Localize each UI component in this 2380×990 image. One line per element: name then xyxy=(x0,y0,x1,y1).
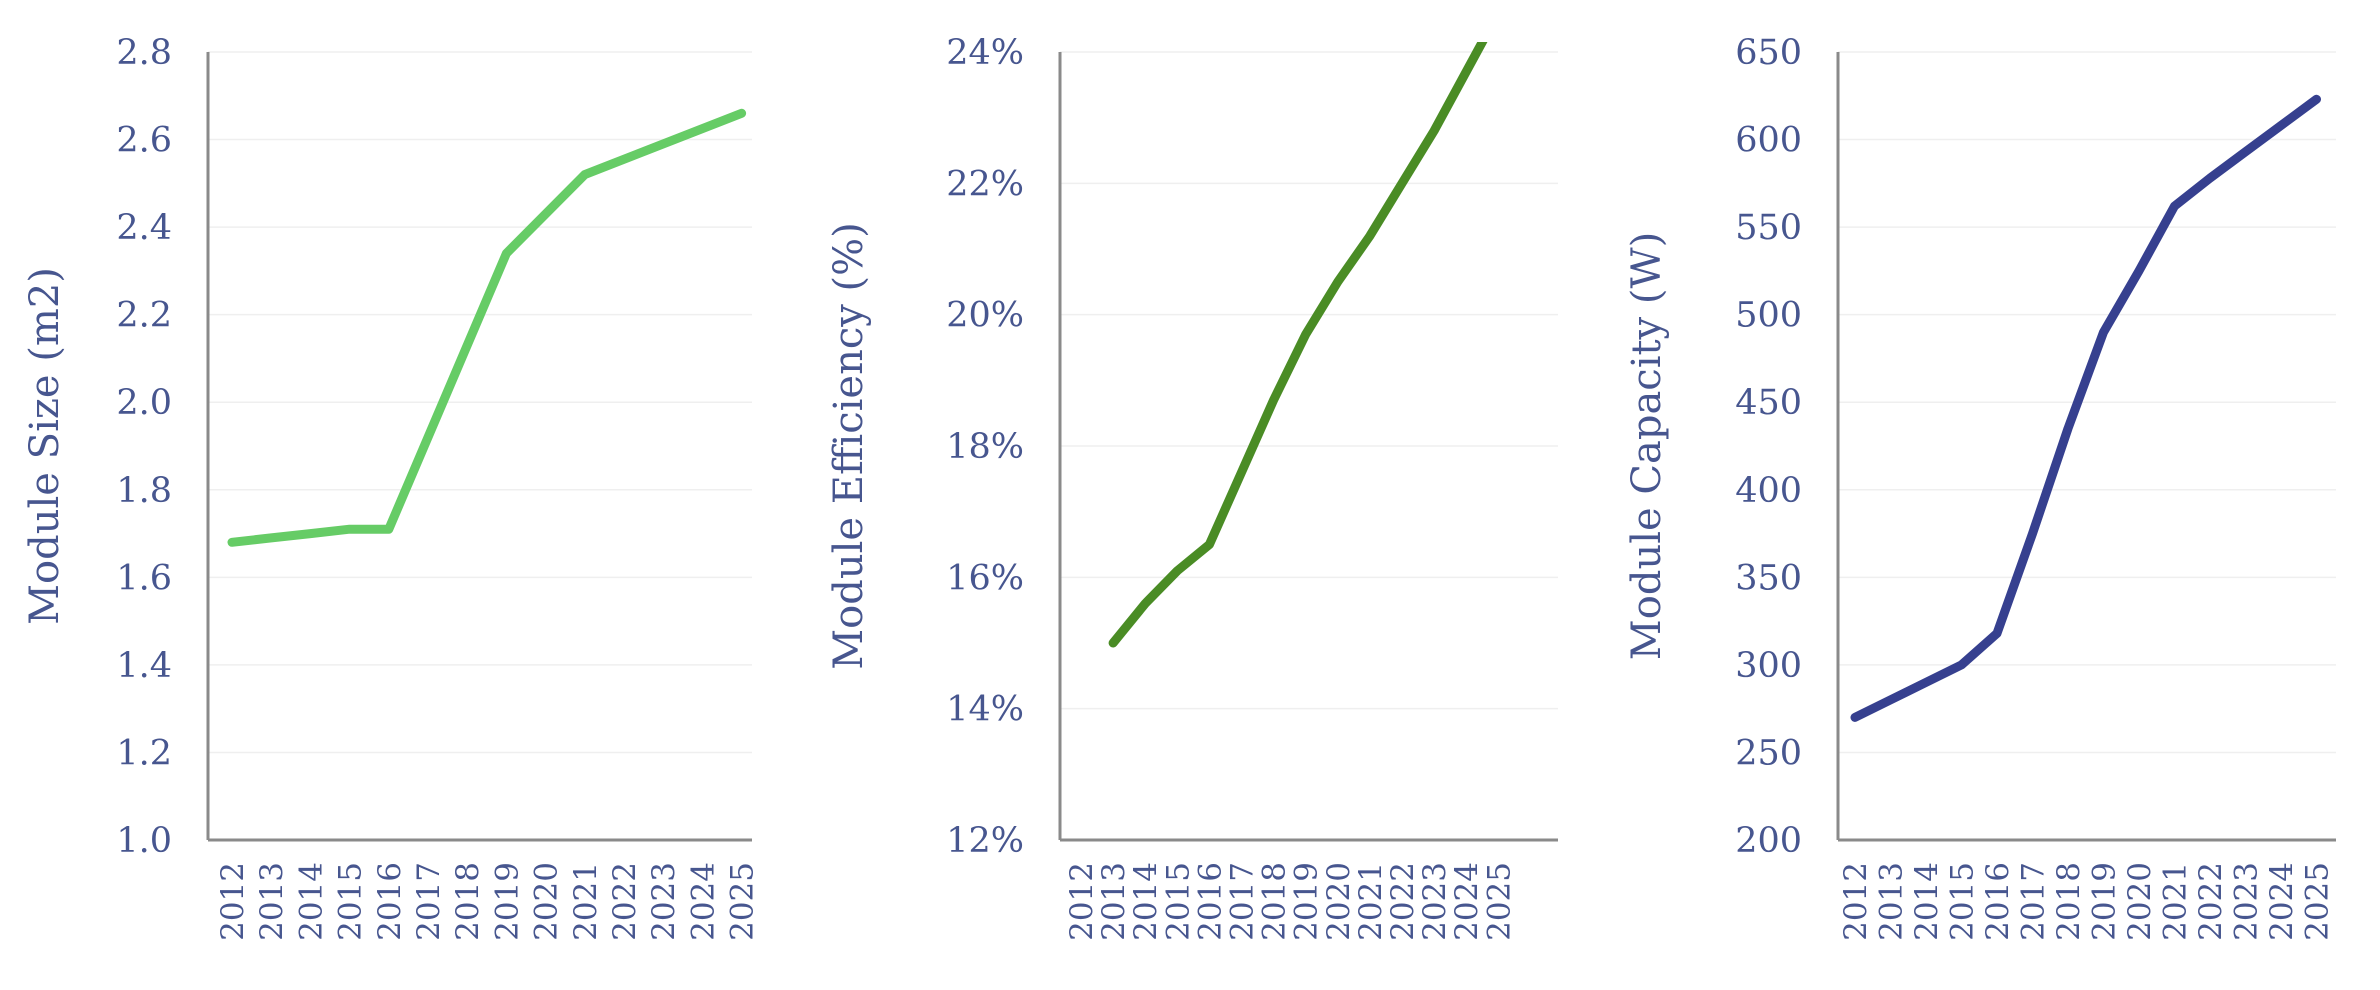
y-tick-label: 300 xyxy=(1735,646,1802,686)
x-tick-label: 2018 xyxy=(2051,862,2087,941)
y-tick-label: 2.0 xyxy=(116,383,172,423)
y-tick-label: 18% xyxy=(946,427,1024,467)
y-axis-label: Module Efficiency (%) xyxy=(826,222,872,670)
x-tick-label: 2019 xyxy=(2087,862,2123,941)
y-axis-label: Module Size (m2) xyxy=(22,267,68,625)
x-tick-label: 2012 xyxy=(1838,862,1874,941)
x-tick-label: 2018 xyxy=(450,862,486,941)
module-efficiency-chart: 12%14%16%18%20%22%24%2012201320142015201… xyxy=(826,33,1558,941)
x-tick-label: 2021 xyxy=(2158,862,2194,941)
x-tick-label: 2023 xyxy=(646,862,682,941)
x-tick-label: 2020 xyxy=(2122,862,2158,941)
y-tick-label: 600 xyxy=(1735,121,1802,161)
x-tick-label: 2022 xyxy=(2193,862,2229,941)
x-tick-label: 2016 xyxy=(1980,862,2016,941)
y-tick-label: 2.8 xyxy=(116,33,172,73)
x-tick-label: 2022 xyxy=(1385,862,1421,941)
y-tick-label: 24% xyxy=(946,33,1024,73)
x-tick-label: 2015 xyxy=(333,862,369,941)
x-tick-label: 2014 xyxy=(293,862,329,941)
x-tick-label: 2025 xyxy=(1481,862,1517,941)
x-tick-label: 2017 xyxy=(2016,862,2052,941)
x-tick-label: 2019 xyxy=(1289,862,1325,941)
y-tick-label: 1.6 xyxy=(116,558,172,598)
x-tick-label: 2021 xyxy=(568,862,604,941)
y-tick-label: 1.8 xyxy=(116,471,172,511)
x-tick-label: 2013 xyxy=(1096,862,1132,941)
x-tick-label: 2012 xyxy=(1064,862,1100,941)
x-tick-label: 2016 xyxy=(372,862,408,941)
y-tick-label: 22% xyxy=(946,164,1024,204)
x-tick-label: 2013 xyxy=(1874,862,1910,941)
x-tick-label: 2012 xyxy=(215,862,251,941)
x-tick-label: 2019 xyxy=(489,862,525,941)
x-tick-label: 2014 xyxy=(1909,862,1945,941)
x-tick-label: 2024 xyxy=(2264,862,2300,941)
series-line-size xyxy=(227,108,747,547)
y-tick-label: 12% xyxy=(946,821,1024,861)
y-tick-label: 250 xyxy=(1735,733,1802,773)
y-tick-label: 16% xyxy=(946,558,1024,598)
y-tick-label: 1.4 xyxy=(116,646,172,686)
x-tick-label: 2021 xyxy=(1353,862,1389,941)
x-tick-label: 2018 xyxy=(1257,862,1293,941)
x-tick-label: 2014 xyxy=(1128,862,1164,941)
y-axis-label: Module Capacity (W) xyxy=(1624,232,1670,660)
x-tick-label: 2023 xyxy=(2229,862,2265,941)
x-tick-label: 2017 xyxy=(1225,862,1261,941)
x-tick-label: 2025 xyxy=(2300,862,2336,941)
x-tick-label: 2025 xyxy=(725,862,761,941)
x-tick-label: 2023 xyxy=(1417,862,1453,941)
y-tick-label: 200 xyxy=(1735,821,1802,861)
y-tick-label: 2.4 xyxy=(116,208,172,248)
y-tick-label: 450 xyxy=(1735,383,1802,423)
y-tick-label: 1.0 xyxy=(116,821,172,861)
y-tick-label: 550 xyxy=(1735,208,1802,248)
series-line-efficiency xyxy=(1108,42,1488,648)
y-tick-label: 500 xyxy=(1735,296,1802,336)
y-tick-label: 350 xyxy=(1735,558,1802,598)
x-tick-label: 2015 xyxy=(1160,862,1196,941)
y-tick-label: 400 xyxy=(1735,471,1802,511)
x-tick-label: 2024 xyxy=(685,862,721,941)
y-tick-label: 14% xyxy=(946,690,1024,730)
y-tick-label: 2.6 xyxy=(116,121,172,161)
y-tick-label: 650 xyxy=(1735,33,1802,73)
x-tick-label: 2015 xyxy=(1945,862,1981,941)
x-tick-label: 2020 xyxy=(529,862,565,941)
y-tick-label: 1.2 xyxy=(116,733,172,773)
x-tick-label: 2017 xyxy=(411,862,447,941)
y-tick-label: 20% xyxy=(946,296,1024,336)
x-tick-label: 2016 xyxy=(1192,862,1228,941)
series-line-capacity xyxy=(1850,94,2321,722)
x-tick-label: 2013 xyxy=(254,862,290,941)
x-tick-label: 2020 xyxy=(1321,862,1357,941)
x-tick-label: 2022 xyxy=(607,862,643,941)
y-tick-label: 2.2 xyxy=(116,296,172,336)
x-tick-label: 2024 xyxy=(1449,862,1485,941)
